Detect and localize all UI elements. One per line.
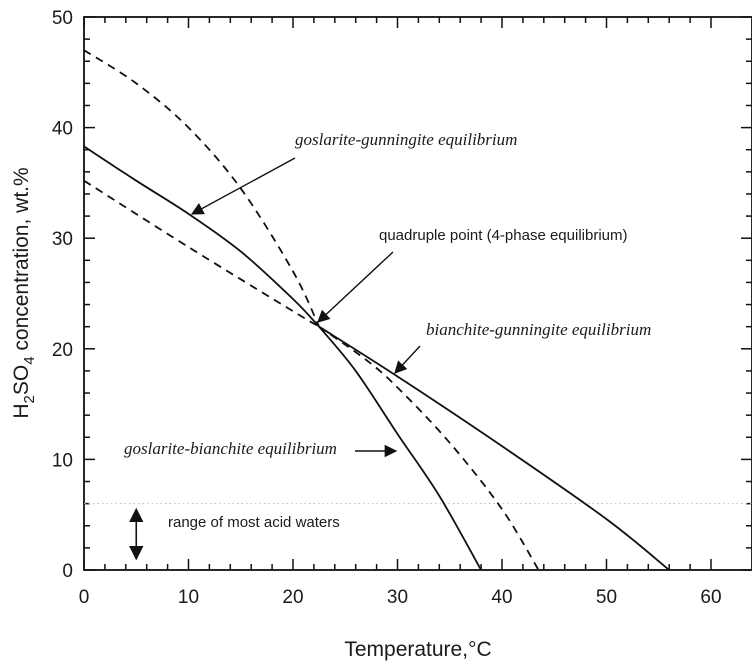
x-tick-label: 20 [282, 587, 303, 608]
plot-frame [83, 16, 752, 571]
series-line-1 [83, 145, 320, 328]
x-tick-label: 50 [596, 587, 617, 608]
y-tick-label: 0 [62, 561, 73, 582]
annotation-acid-range: range of most acid waters [168, 514, 340, 531]
series-group [83, 49, 670, 571]
y-tick-label: 30 [52, 229, 73, 250]
annotation-arrow-goslarite-gunningite [190, 157, 296, 215]
x-tick-label: 40 [491, 587, 512, 608]
x-axis-title: Temperature,°C [344, 638, 491, 661]
series-line-5 [83, 179, 320, 328]
y-axis-title: H2SO4 concentration, wt.% [10, 167, 38, 418]
tick-labels: 0 10 20 30 40 50 60 0 10 20 30 40 50 [52, 8, 722, 608]
series-line-3 [318, 326, 482, 571]
annotation-arrow-bianchite-gunningite [394, 345, 421, 374]
y-tick-label: 10 [52, 450, 73, 471]
series-line-6 [318, 325, 540, 571]
y-tick-label: 40 [52, 119, 73, 140]
x-tick-label: 0 [79, 587, 90, 608]
series-line-4 [83, 49, 320, 328]
annotation-quadruple: quadruple point (4-phase equilibrium) [379, 227, 627, 244]
annotation-goslarite-bianchite: goslarite-bianchite equilibrium [124, 439, 337, 458]
x-tick-label: 10 [178, 587, 199, 608]
y-tick-label: 50 [52, 8, 73, 29]
annotation-goslarite-gunningite: goslarite-gunningite equilibrium [295, 130, 517, 149]
x-tick-label: 60 [700, 587, 721, 608]
series-line-2 [318, 325, 670, 571]
annotations: goslarite-gunningite equilibrium quadrupl… [124, 130, 651, 561]
x-tick-label: 30 [387, 587, 408, 608]
annotation-bianchite-gunningite: bianchite-gunningite equilibrium [426, 320, 651, 339]
tick-marks [83, 16, 752, 571]
annotation-arrow-quadruple [317, 251, 394, 323]
y-tick-label: 20 [52, 340, 73, 361]
